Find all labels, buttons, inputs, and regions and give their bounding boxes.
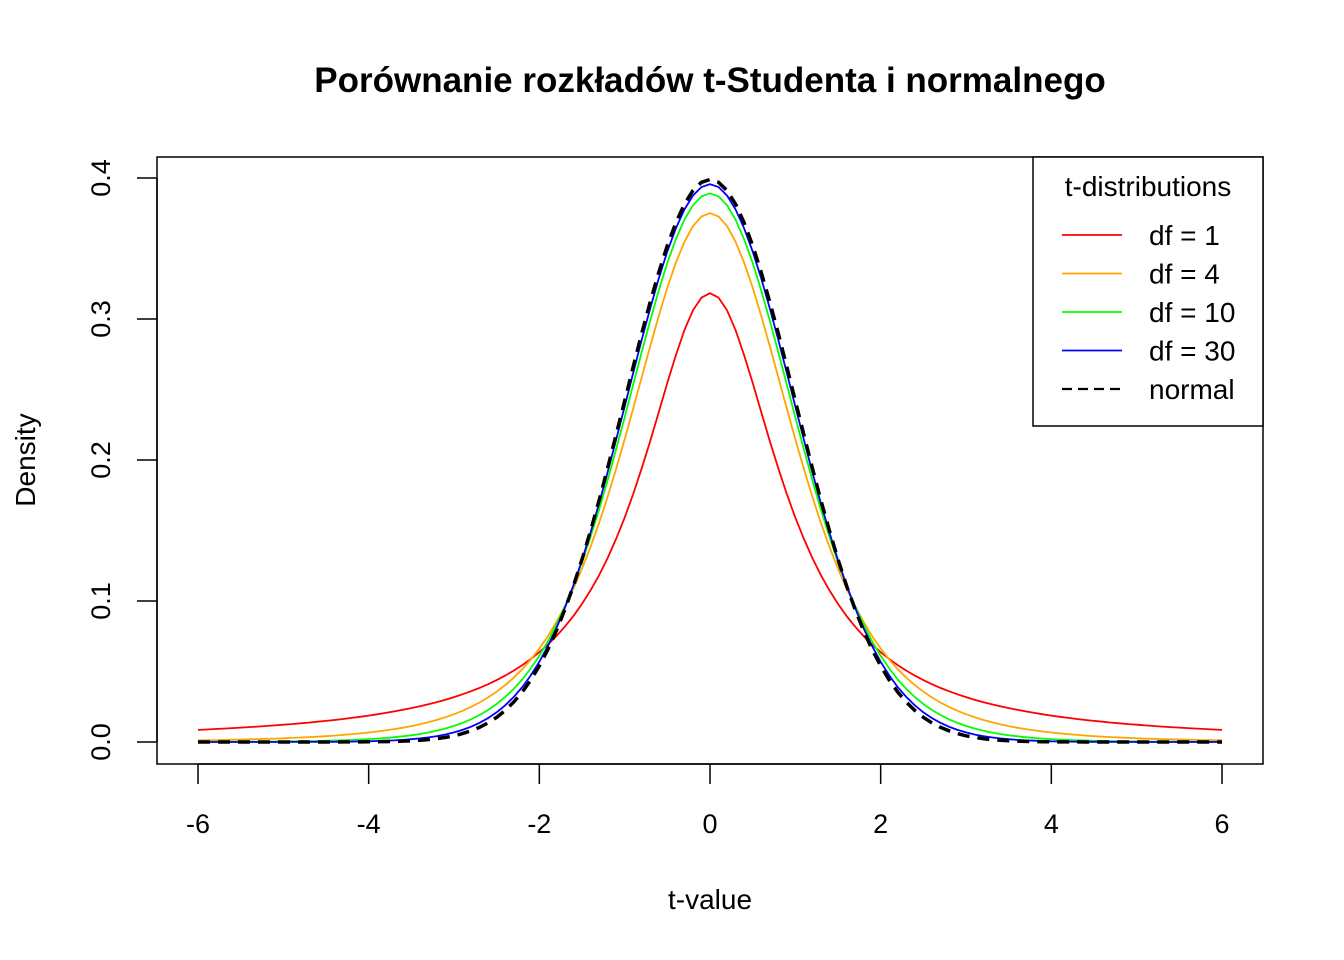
legend-box (1032, 156, 1264, 427)
y-tick-label: 0.1 (86, 582, 116, 620)
legend: t-distributions df = 1 df = 4 df = 10 df = … (1032, 156, 1264, 427)
legend-title: t-distributions (1065, 171, 1232, 202)
x-tick-label: 0 (702, 809, 717, 839)
y-tick-label: 0.0 (86, 723, 116, 761)
series-line-df-10 (198, 192, 1222, 743)
legend-label: df = 30 (1149, 336, 1235, 367)
series-line-df-1 (197, 292, 1223, 731)
x-axis: -6 -4 -2 0 2 4 6 (186, 763, 1230, 839)
x-tick-label: -6 (186, 809, 210, 839)
x-axis-label: t-value (668, 884, 752, 915)
series-line-normal (198, 177, 1222, 744)
legend-item: df = 30 (1062, 336, 1235, 367)
legend-label: df = 4 (1149, 259, 1220, 290)
y-tick-label: 0.4 (86, 159, 116, 197)
x-tick-label: 6 (1214, 809, 1229, 839)
legend-item: df = 4 (1062, 259, 1220, 290)
x-tick-label: 2 (873, 809, 888, 839)
legend-label: normal (1149, 374, 1235, 405)
legend-item: df = 10 (1062, 297, 1235, 328)
y-axis: 0.0 0.1 0.2 0.3 0.4 (86, 159, 158, 761)
series-lines (197, 177, 1223, 744)
x-tick-label: 4 (1044, 809, 1059, 839)
series-line-df-4 (197, 212, 1223, 742)
chart-title: Porównanie rozkładów t-Studenta i normal… (314, 61, 1105, 100)
legend-label: df = 10 (1149, 297, 1235, 328)
x-tick-label: -2 (527, 809, 551, 839)
y-tick-label: 0.2 (86, 441, 116, 479)
y-axis-label: Density (10, 413, 41, 506)
y-tick-label: 0.3 (86, 300, 116, 338)
legend-item: normal (1062, 374, 1235, 405)
legend-item: df = 1 (1062, 220, 1220, 251)
legend-label: df = 1 (1149, 220, 1220, 251)
x-tick-label: -4 (357, 809, 381, 839)
